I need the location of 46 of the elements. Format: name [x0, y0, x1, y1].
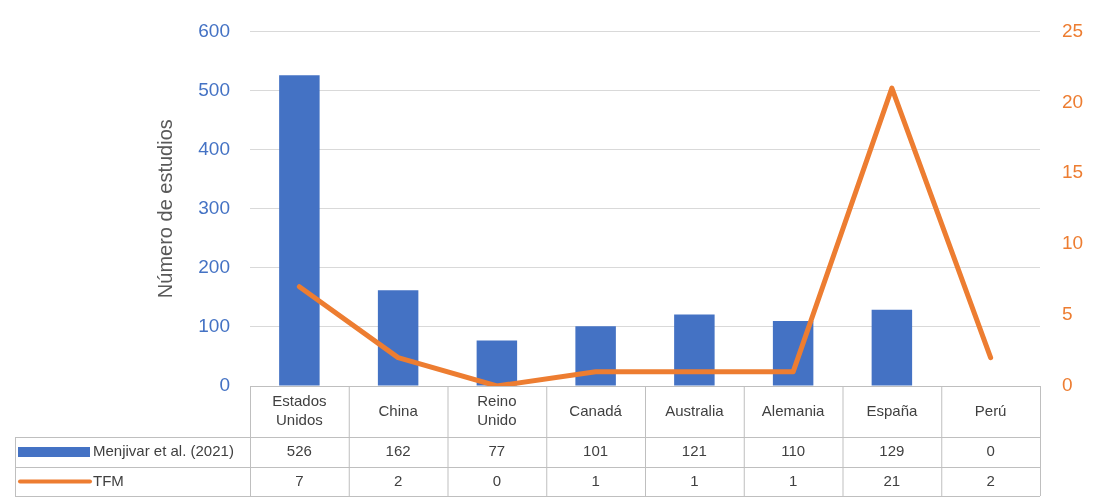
y-tick-label: 200: [198, 256, 230, 278]
bar: [575, 326, 616, 386]
x-tick-label: Estados Unidos: [272, 392, 327, 429]
x-tick-label: Reino Unido: [477, 392, 517, 429]
data-label: 77: [488, 442, 506, 460]
data-label: 1: [591, 471, 600, 489]
data-label: 1: [788, 471, 798, 489]
data-label: 110: [781, 442, 806, 460]
y-tick-label: 600: [198, 19, 230, 41]
data-label: 7: [295, 471, 304, 489]
y2-tick-label: 0: [1062, 374, 1073, 396]
data-label: 162: [385, 442, 411, 460]
bar: [377, 290, 419, 386]
bar: [674, 314, 715, 386]
y-tick-label: 400: [198, 137, 230, 159]
y2-tick-label: 25: [1062, 19, 1084, 41]
x-tick-label: Canadá: [569, 401, 623, 419]
bar: [871, 309, 913, 386]
y2-tick-label: 20: [1062, 90, 1084, 112]
data-label: 2: [393, 471, 403, 489]
y-tick-label: 500: [198, 78, 230, 100]
y2-tick-label: 5: [1062, 303, 1073, 325]
y-tick-label: 300: [198, 196, 230, 218]
data-label: 1: [690, 471, 699, 489]
data-label: 526: [286, 442, 312, 460]
data-label: 101: [583, 442, 609, 460]
data-label: 129: [879, 442, 905, 460]
y-tick-label: 100: [198, 315, 230, 337]
y2-tick-label: 10: [1062, 232, 1084, 254]
y-axis-title: Número de estudios: [153, 119, 176, 299]
x-tick-label: Australia: [665, 401, 725, 419]
data-label: 0: [986, 442, 995, 460]
x-tick-label: China: [378, 401, 419, 419]
y-tick-label: 0: [219, 374, 230, 396]
y2-tick-label: 15: [1062, 161, 1084, 183]
bar: [279, 75, 320, 386]
data-label: 0: [492, 471, 502, 489]
data-label: 2: [986, 471, 995, 489]
x-tick-label: Alemania: [761, 401, 826, 419]
data-label: 21: [883, 471, 901, 489]
x-tick-label: Perú: [974, 401, 1007, 419]
data-label: 121: [681, 442, 707, 460]
legend-label: TFM: [93, 471, 124, 489]
legend-label: Menjivar et al. (2021): [93, 442, 234, 460]
bar: [476, 340, 518, 386]
x-tick-label: España: [866, 401, 918, 419]
